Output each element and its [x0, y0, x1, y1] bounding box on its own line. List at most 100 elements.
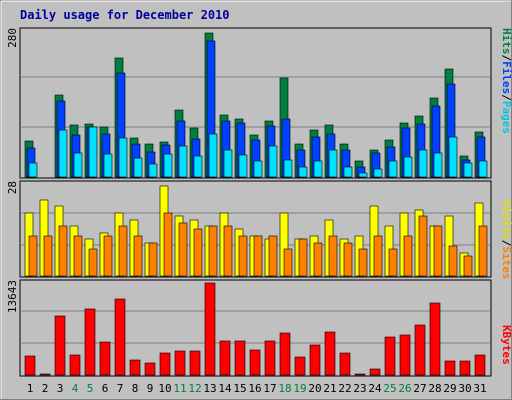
bar-pages-4	[73, 152, 83, 178]
bar-kbytes-20	[309, 344, 321, 376]
legend-sep-1: /	[500, 55, 512, 62]
bar-kbytes-11	[174, 350, 186, 376]
bar-sites-19	[298, 238, 308, 277]
bar-pages-19	[298, 166, 308, 178]
x-label-25: 25	[383, 382, 396, 395]
bar-pages-28	[433, 152, 443, 178]
bar-sites-24	[373, 235, 383, 277]
bar-pages-25	[388, 160, 398, 178]
x-label-8: 8	[132, 382, 139, 395]
visits-max-label: 28	[6, 181, 19, 194]
bar-pages-14	[223, 149, 233, 178]
bar-kbytes-19	[294, 356, 306, 376]
bar-sites-29	[448, 245, 458, 277]
bar-sites-12	[193, 228, 203, 277]
bar-kbytes-3	[54, 315, 66, 376]
bar-pages-11	[178, 145, 188, 178]
bar-sites-23	[358, 248, 368, 277]
bar-sites-21	[328, 235, 338, 277]
legend-sites: Sites	[500, 246, 512, 279]
legend-sep-3: /	[500, 240, 512, 247]
bar-kbytes-10	[159, 352, 171, 376]
legend-kbytes: KBytes	[500, 325, 512, 365]
bar-sites-14	[223, 225, 233, 277]
bar-pages-18	[283, 159, 293, 178]
bar-pages-23	[358, 172, 368, 178]
bar-kbytes-16	[249, 349, 261, 376]
x-label-14: 14	[218, 382, 232, 395]
bar-kbytes-2	[39, 373, 51, 376]
bar-sites-10	[163, 212, 173, 277]
x-label-20: 20	[308, 382, 321, 395]
bar-sites-7	[118, 225, 128, 277]
bar-pages-16	[253, 160, 263, 178]
bar-pages-20	[313, 160, 323, 178]
x-label-9: 9	[147, 382, 154, 395]
x-label-16: 16	[248, 382, 261, 395]
bar-sites-1	[28, 235, 38, 277]
bar-kbytes-1	[24, 355, 36, 376]
bar-sites-31	[478, 225, 488, 277]
bar-pages-30	[463, 162, 473, 178]
x-label-3: 3	[57, 382, 64, 395]
x-label-22: 22	[338, 382, 351, 395]
bar-pages-1	[28, 162, 38, 178]
x-label-2: 2	[42, 382, 49, 395]
bar-pages-6	[103, 153, 113, 178]
bar-kbytes-21	[324, 331, 336, 376]
x-label-6: 6	[102, 382, 109, 395]
bar-pages-13	[208, 133, 218, 178]
bar-pages-22	[343, 166, 353, 178]
bar-sites-26	[403, 235, 413, 277]
x-label-30: 30	[458, 382, 471, 395]
x-label-4: 4	[72, 382, 79, 395]
legend-mid: Visits/Sites	[500, 200, 512, 280]
bar-sites-3	[58, 225, 68, 277]
bar-kbytes-28	[429, 302, 441, 376]
bar-kbytes-30	[459, 360, 471, 376]
bar-kbytes-26	[399, 334, 411, 376]
bar-kbytes-31	[474, 354, 486, 376]
x-label-23: 23	[353, 382, 366, 395]
bar-sites-9	[148, 242, 158, 277]
bar-kbytes-6	[99, 341, 111, 376]
x-label-28: 28	[428, 382, 441, 395]
x-label-10: 10	[158, 382, 171, 395]
x-label-1: 1	[27, 382, 34, 395]
legend-sep-2: /	[500, 94, 512, 101]
bar-kbytes-18	[279, 332, 291, 376]
bar-sites-18	[283, 248, 293, 277]
x-label-27: 27	[413, 382, 426, 395]
bar-sites-15	[238, 235, 248, 277]
chart-title: Daily usage for December 2010	[20, 8, 230, 22]
legend-visits: Visits	[500, 200, 512, 240]
bar-pages-10	[163, 153, 173, 178]
bar-kbytes-24	[369, 368, 381, 376]
x-label-18: 18	[278, 382, 291, 395]
bar-kbytes-4	[69, 354, 81, 376]
x-label-19: 19	[293, 382, 306, 395]
bar-pages-15	[238, 154, 248, 178]
bar-pages-29	[448, 136, 458, 178]
bar-pages-9	[148, 163, 158, 178]
bar-pages-17	[268, 145, 278, 178]
legend-files: Files	[500, 61, 512, 94]
bar-sites-28	[433, 225, 443, 277]
bar-pages-24	[373, 168, 383, 178]
bar-pages-21	[328, 149, 338, 178]
bar-kbytes-17	[264, 340, 276, 376]
bar-kbytes-22	[339, 352, 351, 376]
bar-sites-25	[388, 248, 398, 277]
bar-pages-5	[88, 126, 98, 178]
bar-sites-8	[133, 235, 143, 277]
bar-sites-20	[313, 242, 323, 277]
bar-kbytes-29	[444, 360, 456, 376]
x-label-13: 13	[203, 382, 216, 395]
bar-pages-31	[478, 160, 488, 178]
bar-kbytes-25	[384, 336, 396, 376]
legend-top: Hits/Files/Pages	[500, 28, 512, 134]
bars	[24, 32, 488, 376]
legend-hits: Hits	[500, 28, 512, 55]
x-label-31: 31	[473, 382, 486, 395]
x-axis-labels: 1 2 3 4 5 6 7 8 9 10 11 12 13 14 15 16 17 18 19 20 21 22 23 24 2…	[27, 382, 487, 395]
